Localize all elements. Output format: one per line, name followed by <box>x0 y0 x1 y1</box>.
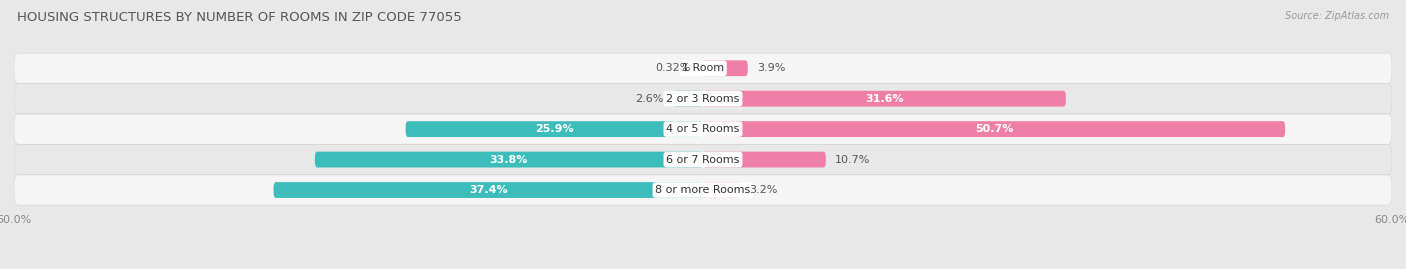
Text: 1 Room: 1 Room <box>682 63 724 73</box>
Text: 50.7%: 50.7% <box>974 124 1014 134</box>
Text: 10.7%: 10.7% <box>835 155 870 165</box>
FancyBboxPatch shape <box>405 121 703 137</box>
Text: 2.6%: 2.6% <box>636 94 664 104</box>
FancyBboxPatch shape <box>703 182 740 198</box>
FancyBboxPatch shape <box>703 60 748 76</box>
Text: 3.9%: 3.9% <box>756 63 786 73</box>
FancyBboxPatch shape <box>703 121 1285 137</box>
Text: 8 or more Rooms: 8 or more Rooms <box>655 185 751 195</box>
Text: 4 or 5 Rooms: 4 or 5 Rooms <box>666 124 740 134</box>
FancyBboxPatch shape <box>699 60 703 76</box>
FancyBboxPatch shape <box>274 182 703 198</box>
FancyBboxPatch shape <box>14 53 1392 83</box>
Text: 0.32%: 0.32% <box>655 63 690 73</box>
Text: HOUSING STRUCTURES BY NUMBER OF ROOMS IN ZIP CODE 77055: HOUSING STRUCTURES BY NUMBER OF ROOMS IN… <box>17 11 461 24</box>
Text: 31.6%: 31.6% <box>865 94 904 104</box>
FancyBboxPatch shape <box>14 114 1392 144</box>
FancyBboxPatch shape <box>14 175 1392 205</box>
FancyBboxPatch shape <box>315 152 703 168</box>
Text: 33.8%: 33.8% <box>489 155 529 165</box>
Text: 6 or 7 Rooms: 6 or 7 Rooms <box>666 155 740 165</box>
FancyBboxPatch shape <box>703 152 825 168</box>
FancyBboxPatch shape <box>673 91 703 107</box>
Text: 25.9%: 25.9% <box>536 124 574 134</box>
Text: Source: ZipAtlas.com: Source: ZipAtlas.com <box>1285 11 1389 21</box>
FancyBboxPatch shape <box>14 84 1392 114</box>
Text: 3.2%: 3.2% <box>749 185 778 195</box>
FancyBboxPatch shape <box>703 91 1066 107</box>
FancyBboxPatch shape <box>14 144 1392 175</box>
Text: 2 or 3 Rooms: 2 or 3 Rooms <box>666 94 740 104</box>
Text: 37.4%: 37.4% <box>470 185 508 195</box>
